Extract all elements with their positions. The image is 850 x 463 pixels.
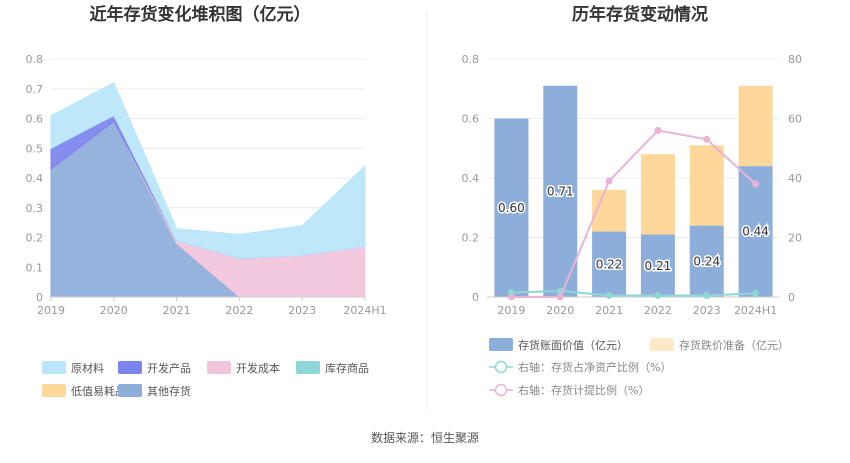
stacked-bar-chart: 0 0.2 0.4 0.6 0.8 0 20 40 60 80 2019 2020 2021 2022 20…: [462, 53, 803, 317]
bar-impairment: [690, 145, 724, 225]
left-y-tick-label: 0.8: [26, 53, 44, 66]
right-y2-tick-label: 20: [788, 232, 802, 245]
left-y-tick-label: 0.6: [26, 113, 44, 126]
left-legend-label: 开发产品: [147, 361, 191, 375]
line-point: [704, 293, 710, 299]
left-x-tick-label: 2019: [37, 304, 65, 317]
left-legend-swatch: [296, 361, 320, 374]
bar-data-label: 0.22: [596, 257, 623, 271]
line-point: [606, 178, 612, 184]
bar-impairment: [739, 86, 773, 166]
source-label: 数据来源：恒生聚源: [371, 430, 479, 445]
right-legend-swatch: [650, 338, 674, 351]
right-legend-label: 右轴：存货计提比例（%）: [518, 383, 649, 397]
left-chart-title: 近年存货变化堆积图（亿元）: [90, 4, 311, 25]
right-legend-label: 存货账面价值（亿元）: [518, 338, 628, 352]
left-y-tick-label: 0.3: [26, 202, 44, 215]
left-x-tick-label: 2024H1: [343, 304, 386, 317]
left-y-tick-label: 0.4: [26, 172, 44, 185]
bar-impairment: [641, 154, 675, 234]
bar-data-label: 0.60: [498, 201, 525, 215]
left-legend-swatch: [42, 384, 66, 397]
right-x-tick-label: 2019: [497, 304, 525, 317]
right-y-tick-label: 0.2: [462, 232, 480, 245]
page: 近年存货变化堆积图（亿元） 历年存货变动情况 0 0.1 0.2 0.3 0.4 0.5 0…: [0, 0, 850, 459]
left-x-tick-label: 2020: [100, 304, 128, 317]
left-x-tick-label: 2021: [163, 304, 191, 317]
bar-data-label: 0.21: [645, 259, 672, 273]
left-y-tick-label: 0.1: [26, 261, 44, 274]
right-y-tick-label: 0.8: [462, 53, 480, 66]
right-y2-tick-label: 80: [788, 53, 802, 66]
line-point: [508, 294, 514, 300]
stacked-area-chart: 0 0.1 0.2 0.3 0.4 0.5 0.6 0.7 0.8 2019 2020 2021 202…: [26, 53, 387, 317]
right-x-tick-label: 2020: [546, 304, 574, 317]
left-legend-label: 库存商品: [325, 361, 369, 375]
right-y-tick-label: 0: [472, 291, 479, 304]
line-point: [606, 293, 612, 299]
right-y2-tick-label: 60: [788, 113, 802, 126]
bar-data-label: 0.24: [693, 254, 720, 268]
left-legend-swatch: [42, 361, 66, 374]
left-y-tick-label: 0: [36, 291, 43, 304]
left-legend-label: 开发成本: [236, 361, 280, 375]
left-x-tick-label: 2023: [288, 304, 316, 317]
left-legend-swatch: [118, 361, 142, 374]
left-y-tick-label: 0.5: [26, 142, 44, 155]
right-y2-tick-label: 40: [788, 172, 802, 185]
left-y-tick-label: 0.2: [26, 232, 44, 245]
right-y-tick-label: 0.6: [462, 113, 480, 126]
bar-data-label: 0.71: [547, 184, 574, 198]
right-x-tick-label: 2024H1: [734, 304, 777, 317]
right-legend-label: 右轴：存货占净资产比例（%）: [518, 360, 671, 374]
right-legend: 存货账面价值（亿元） 存货跌价准备（亿元） 右轴：存货占净资产比例（%） 右轴：存货计…: [489, 338, 789, 397]
line-point: [753, 181, 759, 187]
line-point: [704, 136, 710, 142]
line-point: [655, 293, 661, 299]
left-legend-label: 低值易耗品: [71, 385, 126, 398]
left-legend-label: 其他存货: [147, 384, 191, 398]
left-legend-swatch: [118, 384, 142, 397]
line-point: [557, 294, 563, 300]
right-x-tick-label: 2021: [595, 304, 623, 317]
right-legend-label: 存货跌价准备（亿元）: [679, 338, 789, 352]
right-legend-swatch: [489, 338, 513, 351]
left-y-tick-label: 0.7: [26, 83, 44, 96]
right-chart-title: 历年存货变动情况: [572, 4, 708, 25]
line-point: [753, 290, 759, 296]
left-legend-label: 原材料: [71, 361, 104, 375]
right-x-tick-label: 2023: [693, 304, 721, 317]
left-legend-swatch: [207, 361, 231, 374]
right-y2-tick-label: 0: [788, 291, 795, 304]
right-x-tick-label: 2022: [644, 304, 672, 317]
right-legend-marker: [496, 362, 507, 373]
right-legend-marker: [496, 385, 507, 396]
line-point: [655, 127, 661, 133]
bar-data-label: 0.44: [742, 225, 769, 239]
right-y-tick-label: 0.4: [462, 172, 480, 185]
left-x-tick-label: 2022: [225, 304, 253, 317]
chart-canvas: 近年存货变化堆积图（亿元） 历年存货变动情况 00.10.20.30.40.50…: [0, 0, 850, 459]
